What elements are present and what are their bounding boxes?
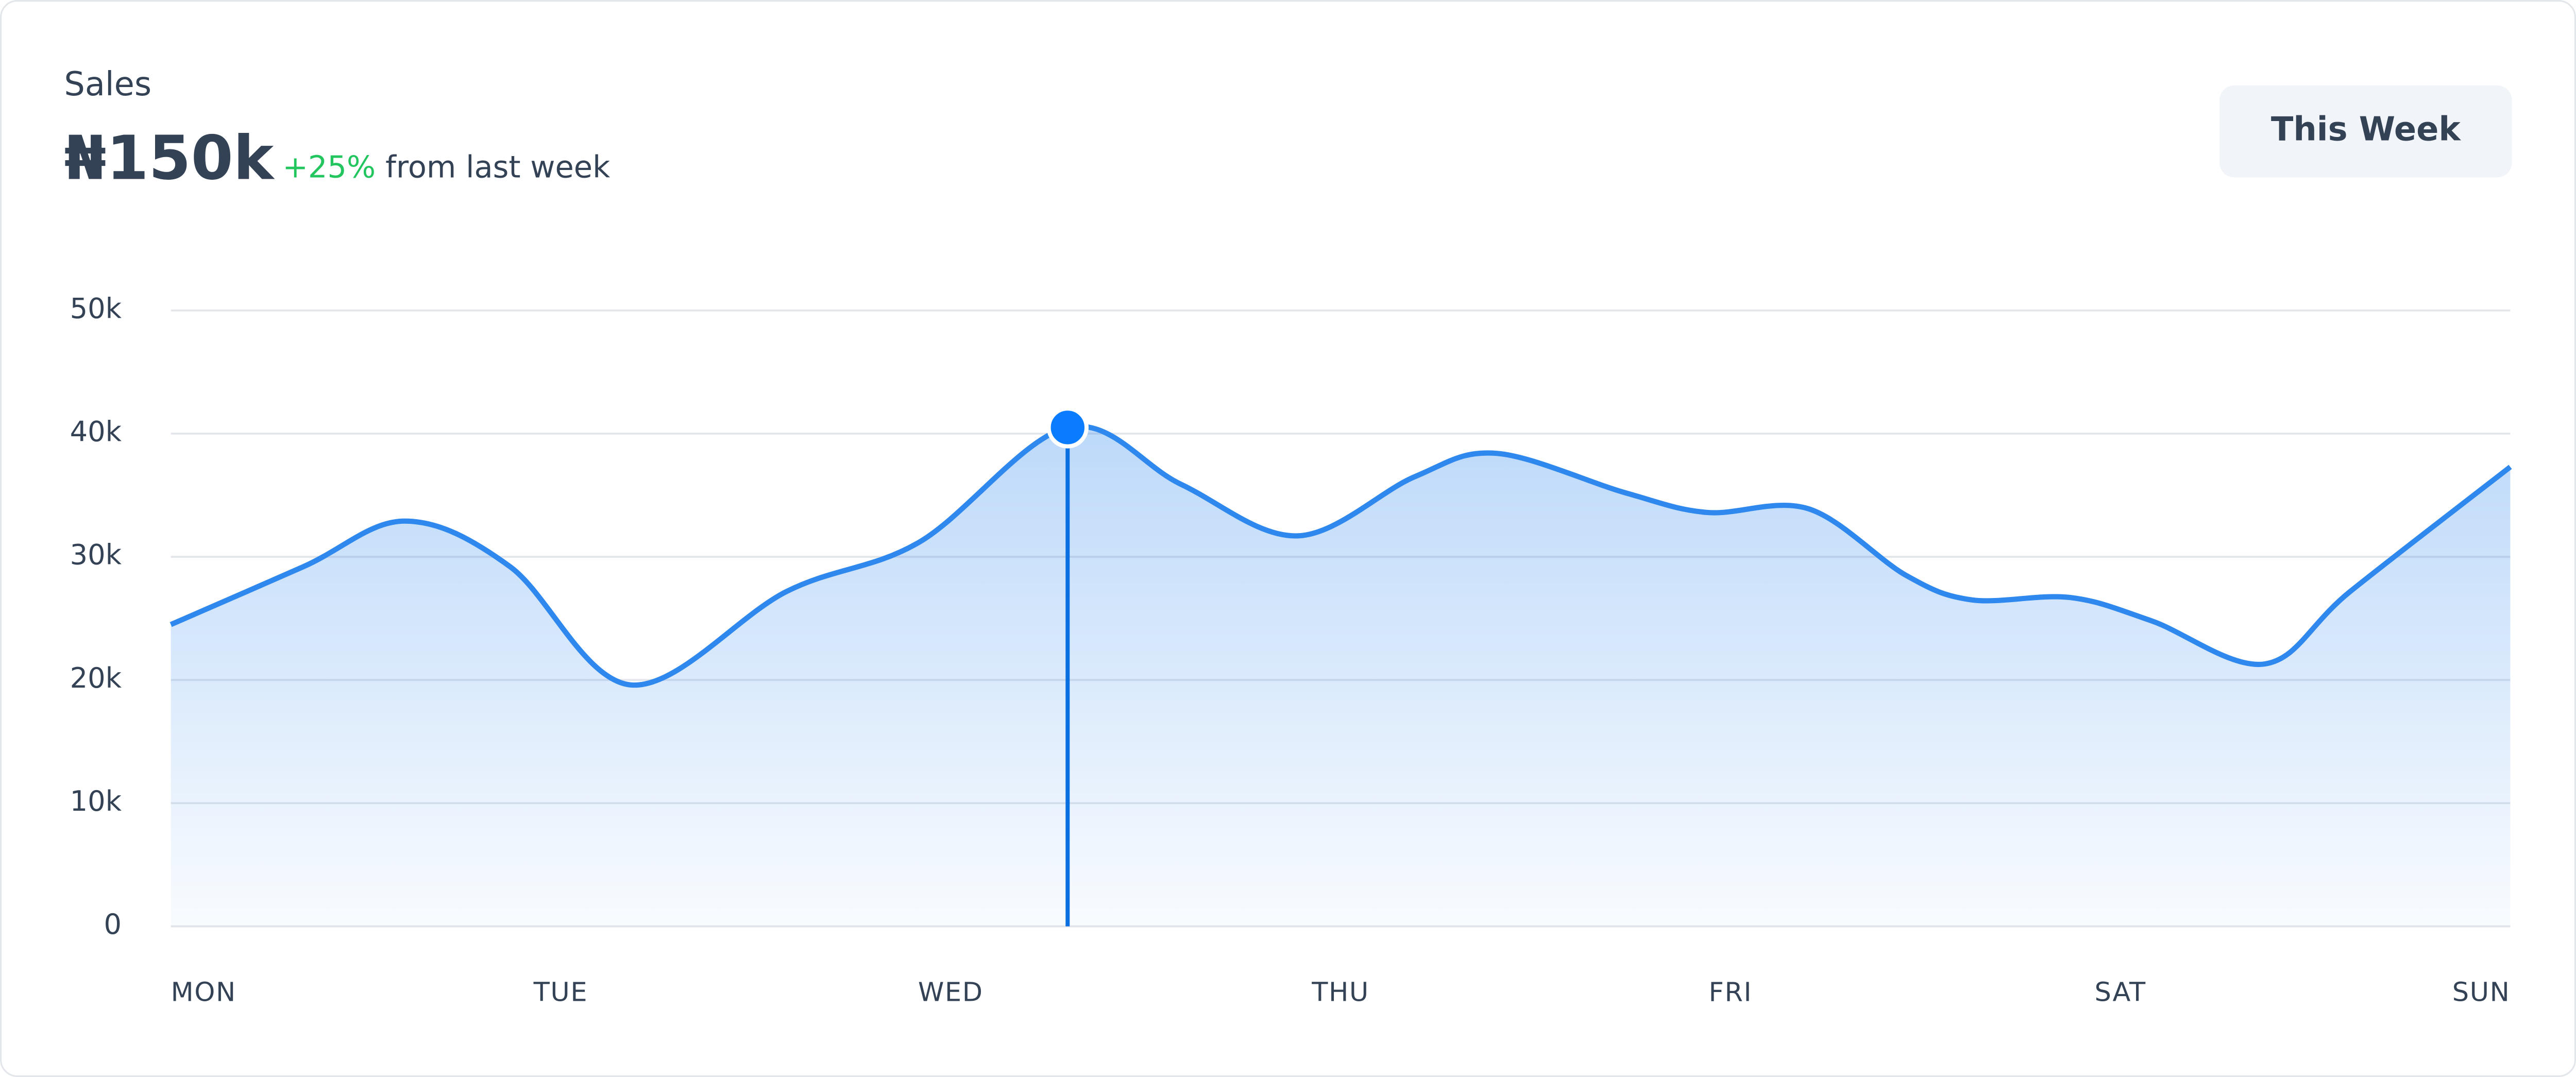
area	[171, 426, 2511, 927]
y-tick-label: 0	[104, 908, 121, 941]
x-tick-label: SAT	[2095, 977, 2146, 1007]
line	[170, 423, 2512, 688]
x-tick-label: WED	[918, 977, 984, 1007]
y-tick-label: 20k	[70, 662, 122, 694]
x-tick-label: MON	[171, 977, 236, 1007]
x-tick-label: SUN	[2452, 977, 2511, 1007]
y-tick-label: 40k	[70, 416, 122, 448]
hover-point	[1046, 406, 1089, 449]
y-tick-label: 10k	[70, 785, 122, 817]
button-bg[interactable]	[2219, 85, 2512, 178]
change: +25%	[282, 149, 376, 184]
change-note: from last week	[385, 149, 610, 184]
y-tick-label: 50k	[70, 292, 122, 324]
change-line: +25% from last week	[282, 149, 610, 184]
x-tick-label: THU	[1311, 977, 1369, 1007]
title: Sales	[64, 65, 151, 104]
period-button[interactable]: This Week	[2219, 85, 2512, 178]
x-tick-label: FRI	[1709, 977, 1753, 1007]
total: ₦150k	[64, 123, 275, 194]
button-label[interactable]: This Week	[2271, 111, 2461, 149]
y-tick-label: 30k	[70, 539, 122, 571]
x-tick-label: TUE	[533, 977, 588, 1007]
